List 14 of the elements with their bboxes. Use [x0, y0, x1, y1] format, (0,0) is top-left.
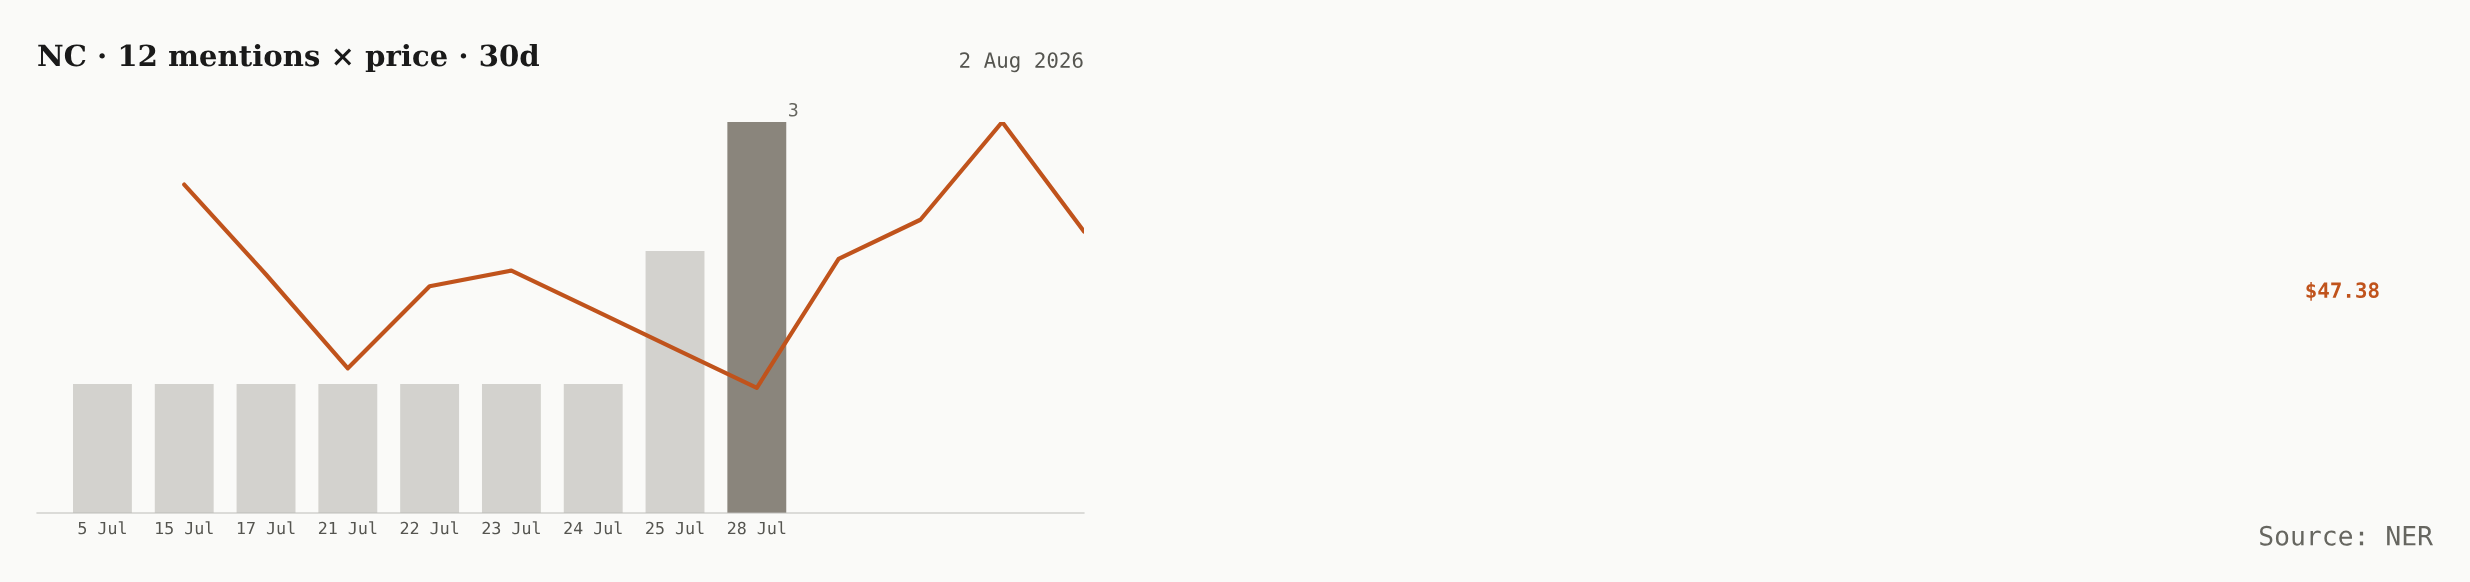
x-tick-label: 25 Jul: [646, 521, 704, 535]
x-tick-label: 21 Jul: [318, 521, 377, 535]
x-tick-label: 23 Jul: [482, 521, 540, 535]
x-tick-label: 28 Jul: [727, 521, 786, 535]
x-tick-label: 24 Jul: [564, 521, 622, 535]
x-tick-label: 15 Jul: [156, 521, 213, 535]
chart-subtitle: 2 Aug 2026: [960, 52, 1083, 73]
x-tick-label: 5 Jul: [78, 521, 126, 535]
chart-title: NC · 12 mentions × price · 30d: [38, 43, 539, 73]
annotation: 3: [789, 102, 798, 117]
text: $47.38: [2306, 281, 2379, 301]
x-tick-label: 22 Jul: [400, 521, 459, 535]
x-tick-label: 17 Jul: [237, 521, 295, 535]
source-note: Source: NER: [2260, 525, 2434, 546]
